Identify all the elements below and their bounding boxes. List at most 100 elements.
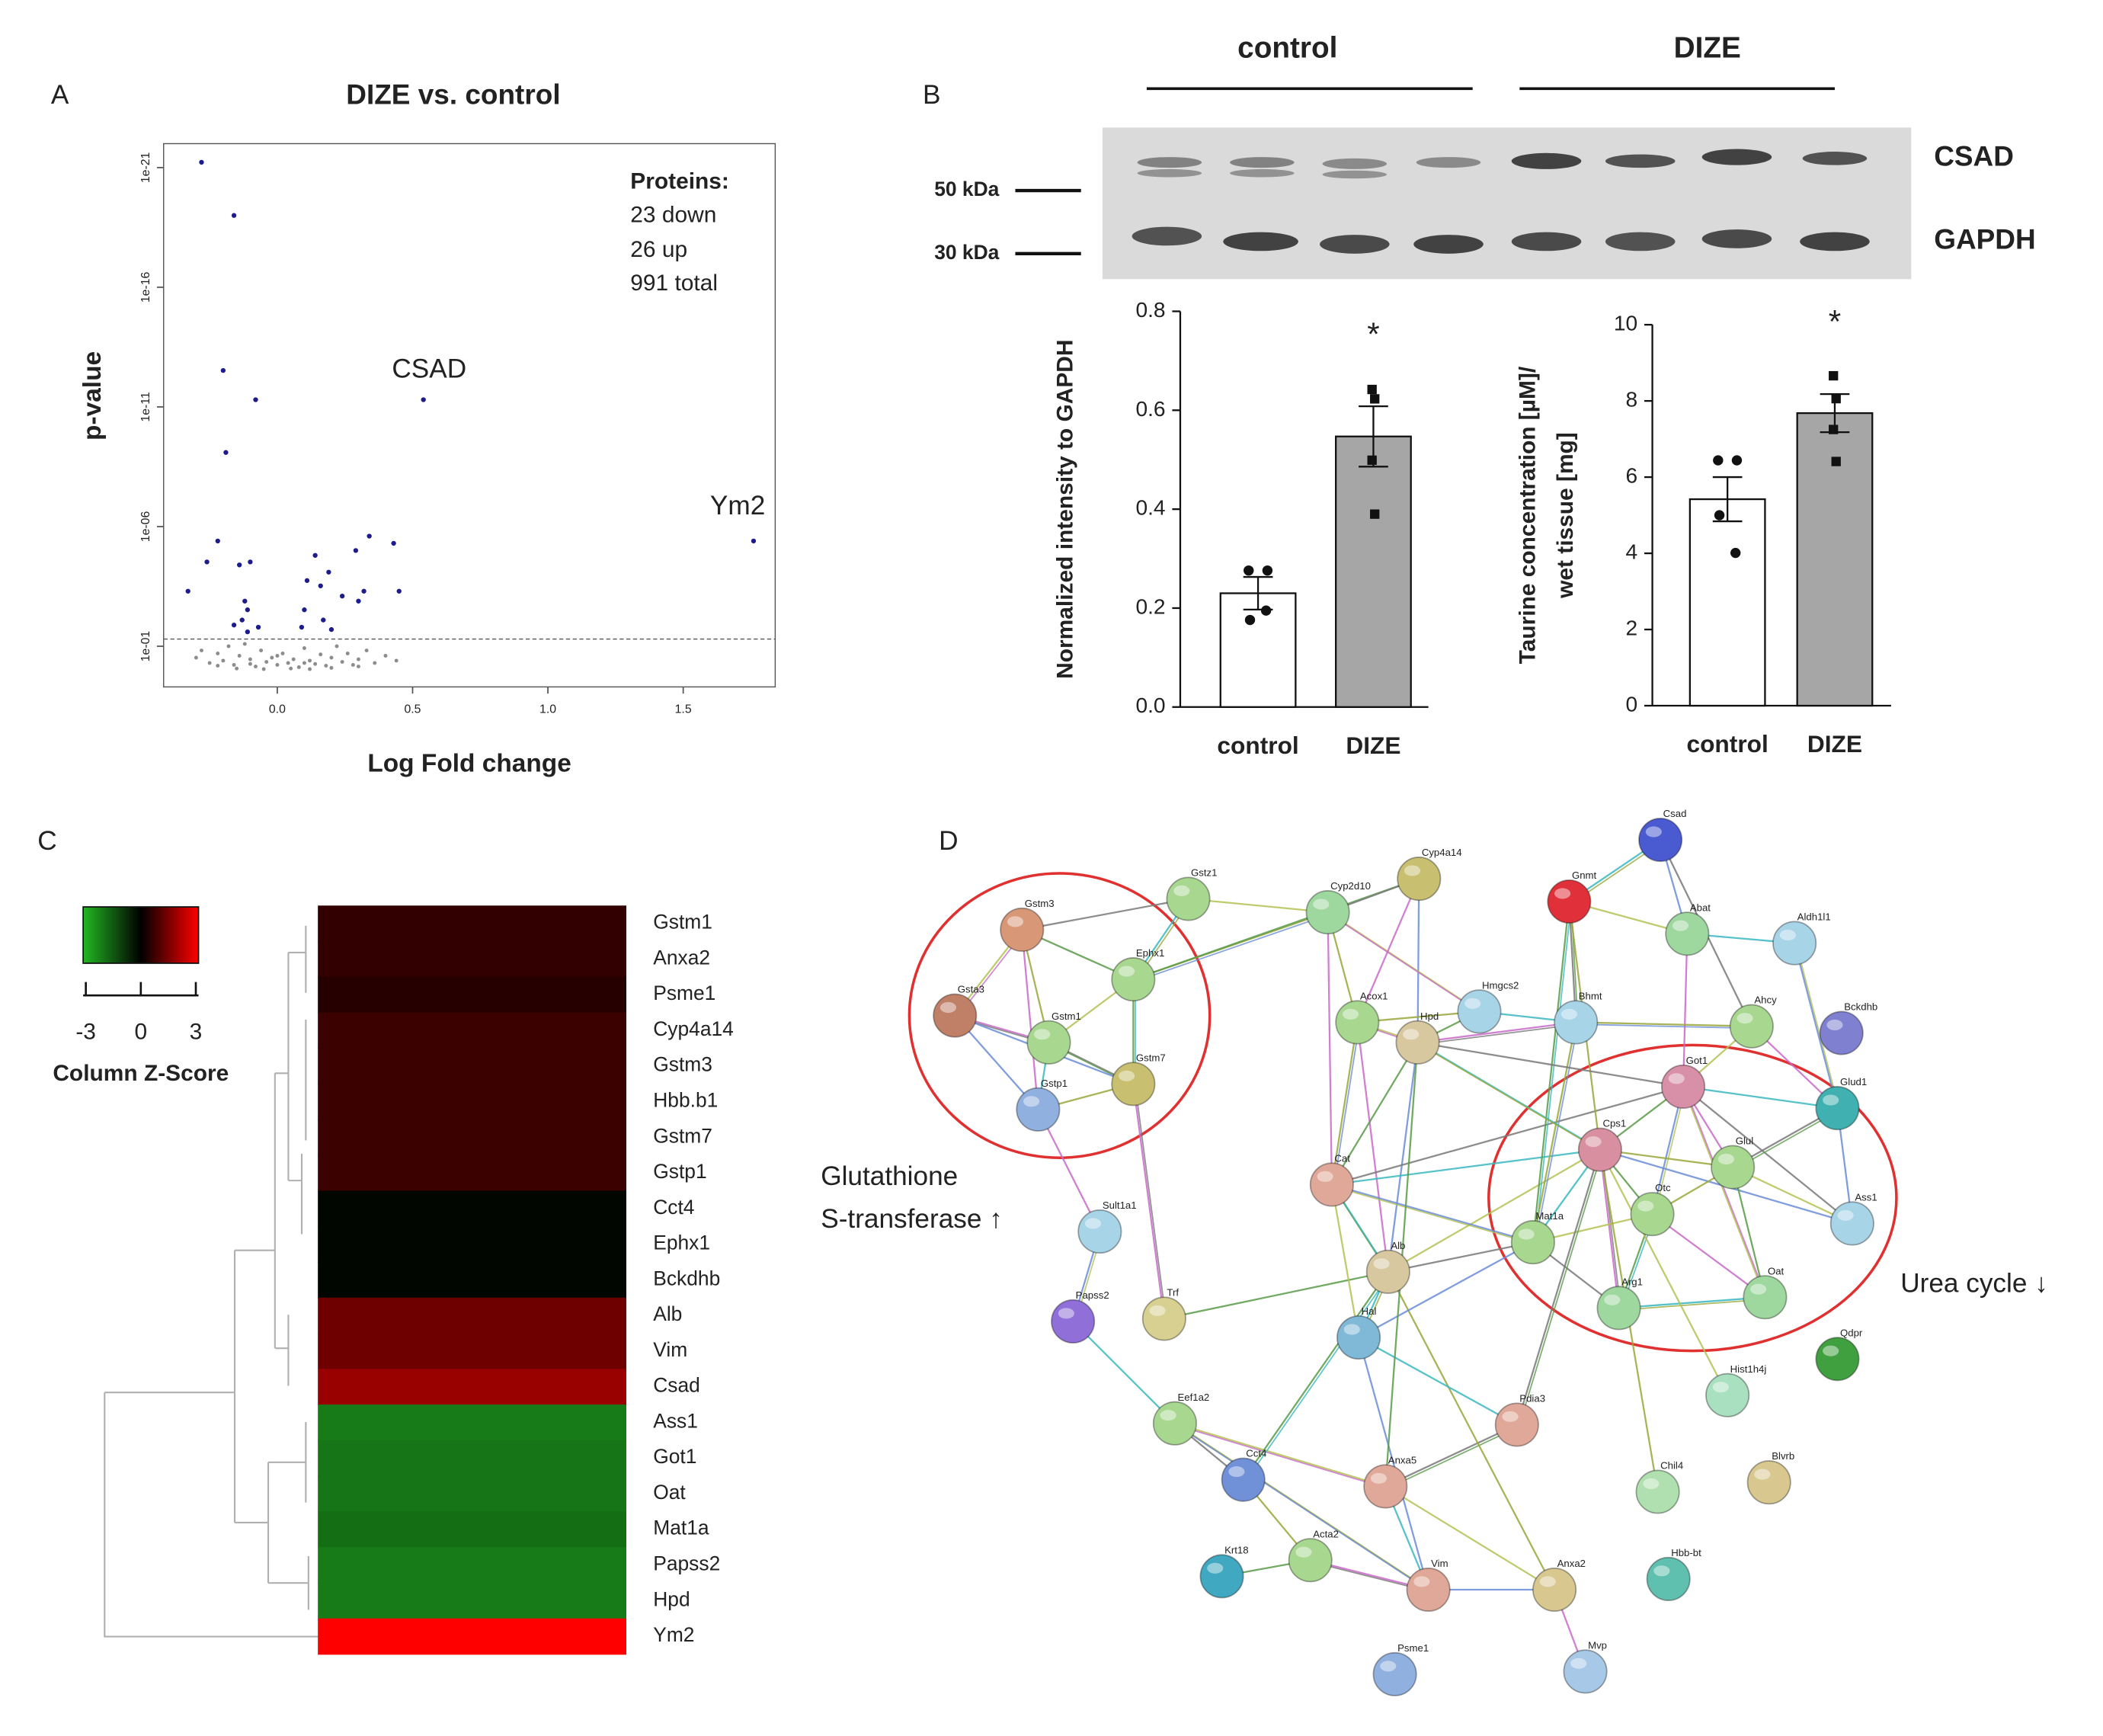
network-edge bbox=[1072, 1321, 1176, 1424]
node-highlight bbox=[1502, 1411, 1519, 1422]
node-highlight bbox=[1380, 1661, 1397, 1672]
band bbox=[1320, 235, 1390, 254]
significance-label: * bbox=[1829, 304, 1841, 340]
network-node bbox=[1630, 1192, 1675, 1237]
heatmap-cell bbox=[318, 1511, 627, 1549]
data-point bbox=[1262, 565, 1273, 576]
network-edge bbox=[1242, 1271, 1389, 1481]
network-node bbox=[1510, 1220, 1555, 1265]
node-label: Hmgcs2 bbox=[1482, 979, 1519, 991]
node-highlight bbox=[1034, 1029, 1051, 1040]
data-point bbox=[328, 626, 334, 633]
network-node bbox=[1596, 1286, 1641, 1331]
network-edge bbox=[1651, 1213, 1766, 1299]
data-point bbox=[396, 588, 402, 594]
data-point bbox=[231, 623, 237, 628]
network-node bbox=[1051, 1299, 1096, 1344]
network-edge bbox=[1384, 1485, 1555, 1590]
x-tick-label: 1.5 bbox=[675, 703, 692, 716]
chart-title: DIZE vs. control bbox=[346, 79, 560, 111]
heatmap-cell bbox=[318, 905, 627, 942]
data-point bbox=[329, 655, 334, 660]
network-edge bbox=[1732, 1166, 1853, 1225]
data-point bbox=[235, 666, 239, 671]
network-edge bbox=[1532, 901, 1570, 1243]
data-point bbox=[421, 397, 426, 402]
network-edge bbox=[1599, 1149, 1729, 1396]
node-highlight bbox=[1207, 1562, 1224, 1574]
data-point bbox=[291, 657, 296, 661]
node-label: Cyp2d10 bbox=[1330, 880, 1371, 892]
point-label: CSAD bbox=[392, 354, 466, 383]
node-highlight bbox=[1023, 1096, 1040, 1107]
x-axis-label: Log Fold change bbox=[367, 749, 571, 777]
data-point bbox=[221, 658, 226, 663]
data-point bbox=[248, 661, 252, 666]
data-point bbox=[356, 665, 360, 669]
node-highlight bbox=[1413, 1576, 1430, 1587]
data-point bbox=[302, 661, 306, 665]
node-highlight bbox=[1404, 865, 1421, 876]
data-point bbox=[391, 540, 396, 546]
band bbox=[1322, 158, 1388, 169]
network-edge bbox=[1358, 1337, 1518, 1426]
row-label: Mat1a bbox=[653, 1517, 709, 1539]
network-edge bbox=[1331, 1183, 1534, 1244]
data-point bbox=[394, 658, 399, 663]
network-edge bbox=[1518, 1151, 1603, 1427]
band bbox=[1416, 157, 1481, 168]
node-label: Mat1a bbox=[1535, 1210, 1564, 1222]
network-node bbox=[1166, 876, 1211, 921]
data-point bbox=[321, 617, 326, 623]
cluster-outline bbox=[1487, 1043, 1898, 1353]
data-point bbox=[1713, 455, 1724, 466]
band bbox=[1605, 154, 1676, 168]
y-tick-label: 8 bbox=[1626, 388, 1638, 412]
heatmap-cell bbox=[318, 1084, 627, 1120]
network-edge bbox=[1329, 913, 1482, 1014]
data-point bbox=[216, 664, 220, 668]
data-point bbox=[383, 654, 388, 658]
network-edge bbox=[1651, 1086, 1685, 1215]
network-node bbox=[1000, 907, 1045, 953]
data-point bbox=[259, 649, 264, 653]
node-label: Gnmt bbox=[1572, 870, 1597, 881]
network-edge bbox=[1599, 1148, 1733, 1168]
blot-membrane bbox=[1102, 127, 1912, 280]
data-point bbox=[242, 642, 247, 646]
node-label: Gsta3 bbox=[958, 984, 984, 995]
network-edge bbox=[1333, 1023, 1360, 1187]
network-node bbox=[1026, 1020, 1071, 1065]
network-edge bbox=[1618, 1296, 1765, 1309]
node-label: Hist1h4j bbox=[1730, 1363, 1767, 1375]
node-highlight bbox=[1228, 1466, 1245, 1478]
network-edges bbox=[954, 839, 1853, 1672]
node-highlight bbox=[1464, 998, 1481, 1009]
network-node bbox=[1141, 1296, 1186, 1341]
network-edge bbox=[1417, 1021, 1576, 1043]
y-tick-label: 6 bbox=[1626, 464, 1638, 488]
annotation: Proteins: bbox=[630, 168, 729, 194]
data-point bbox=[264, 660, 269, 664]
node-highlight bbox=[1837, 1209, 1854, 1221]
data-point bbox=[275, 654, 280, 658]
y-tick-label: 0.4 bbox=[1135, 496, 1165, 520]
row-label: Psme1 bbox=[653, 982, 715, 1004]
node-highlight bbox=[1754, 1469, 1771, 1480]
network-edge bbox=[1356, 1022, 1389, 1272]
data-point bbox=[364, 649, 369, 653]
color-key-label: Column Z-Score bbox=[53, 1061, 229, 1086]
node-label: Csad bbox=[1663, 808, 1687, 819]
network-edge bbox=[1331, 1085, 1684, 1186]
network-node bbox=[1406, 1567, 1451, 1613]
data-point bbox=[1260, 605, 1272, 616]
heatmap-cell bbox=[318, 1155, 627, 1192]
heatmap-cell bbox=[318, 1297, 627, 1334]
network-node bbox=[1221, 1457, 1266, 1502]
data-point bbox=[226, 644, 231, 649]
row-label: Ass1 bbox=[653, 1409, 698, 1432]
node-label: Acta2 bbox=[1313, 1528, 1339, 1539]
network-edge bbox=[1732, 1167, 1766, 1298]
node-label: Oat bbox=[1768, 1265, 1785, 1276]
